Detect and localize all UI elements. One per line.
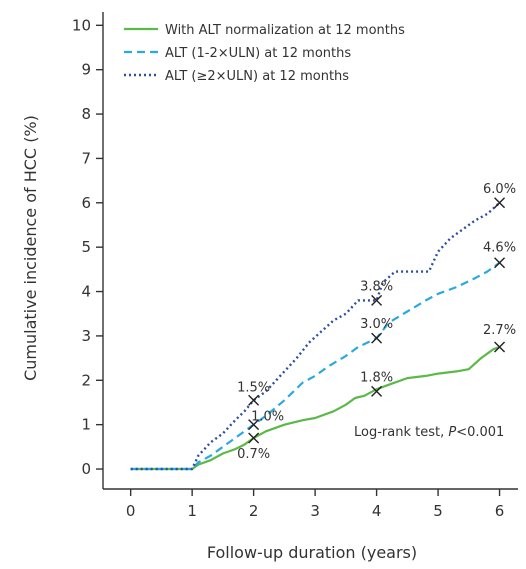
y-tick-label: 7: [81, 149, 91, 167]
y-tick-label: 8: [81, 105, 91, 123]
data-label: 1.5%: [237, 380, 270, 395]
x-tick-label: 4: [372, 502, 382, 520]
data-label: 0.7%: [237, 447, 270, 462]
y-tick-label: 3: [81, 327, 91, 345]
x-marker-stroke: [371, 385, 383, 397]
x-marker: [494, 197, 506, 209]
y-tick-label: 5: [81, 238, 91, 256]
x-marker: [371, 294, 383, 306]
x-marker: [494, 341, 506, 353]
y-tick-label: 0: [81, 460, 91, 478]
y-tick-label: 9: [81, 61, 91, 79]
data-label: 6.0%: [483, 182, 516, 197]
legend-label: ALT (≥2×ULN) at 12 months: [165, 69, 349, 84]
data-label: 2.7%: [483, 323, 516, 338]
x-tick-label: 1: [187, 502, 197, 520]
x-marker: [371, 385, 383, 397]
y-tick-label: 1: [81, 416, 91, 434]
annotation-suffix: <0.001: [456, 425, 504, 440]
y-tick-label: 4: [81, 283, 91, 301]
series-line: [130, 201, 501, 471]
y-tick-label: 10: [72, 16, 91, 34]
data-label: 3.0%: [360, 317, 393, 332]
x-tick-label: 6: [495, 502, 505, 520]
x-marker: [371, 332, 383, 344]
x-marker-stroke: [248, 419, 260, 431]
y-tick-label: 6: [81, 194, 91, 212]
x-marker-stroke: [494, 341, 506, 353]
series-line: [130, 345, 500, 471]
x-tick-label: 5: [433, 502, 443, 520]
legend-entry: With ALT normalization at 12 months: [124, 23, 405, 38]
x-marker: [248, 419, 260, 431]
annotation-prefix: Log-rank test,: [354, 425, 448, 440]
x-marker-stroke: [371, 332, 383, 344]
legend-label: ALT (1-2×ULN) at 12 months: [165, 46, 351, 61]
legend: With ALT normalization at 12 months ALT (…: [124, 23, 405, 84]
series-line: [130, 261, 501, 471]
legend-entry: ALT (1-2×ULN) at 12 months: [124, 46, 351, 61]
x-marker: [248, 432, 260, 444]
x-tick-label: 3: [310, 502, 320, 520]
data-label: 1.8%: [360, 370, 393, 385]
x-marker-stroke: [494, 197, 506, 209]
x-marker-stroke: [248, 394, 260, 406]
data-label: 1.0%: [251, 410, 284, 425]
legend-label: With ALT normalization at 12 months: [165, 23, 405, 38]
x-tick-label: 2: [249, 502, 259, 520]
series-layer: 0.7% 1.8% 2.7% 1.0% 3.0% 4.6% 1.5% 3.8% 6.0%: [130, 182, 516, 471]
axes: 0 1 2 3 4 5 6 7 8 9 10 0 1 2 3 4 5 6: [72, 12, 518, 520]
x-tick-label: 0: [126, 502, 136, 520]
x-marker-stroke: [371, 294, 383, 306]
data-label: 4.6%: [483, 241, 516, 256]
x-axis-title: Follow-up duration (years): [207, 543, 417, 562]
series-3: 1.5% 3.8% 6.0%: [130, 182, 516, 471]
x-marker: [494, 257, 506, 269]
x-marker-stroke: [494, 257, 506, 269]
series-1: 0.7% 1.8% 2.7%: [130, 323, 516, 471]
x-marker: [248, 394, 260, 406]
x-marker-stroke: [248, 432, 260, 444]
data-label: 3.8%: [360, 279, 393, 294]
log-rank-annotation: Log-rank test, P<0.001: [354, 425, 504, 440]
series-2: 1.0% 3.0% 4.6%: [130, 241, 516, 471]
legend-entry: ALT (≥2×ULN) at 12 months: [124, 69, 349, 84]
y-axis-title: Cumulative incidence of HCC (%): [21, 115, 40, 381]
annotation-p: P: [448, 425, 456, 440]
y-tick-label: 2: [81, 371, 91, 389]
